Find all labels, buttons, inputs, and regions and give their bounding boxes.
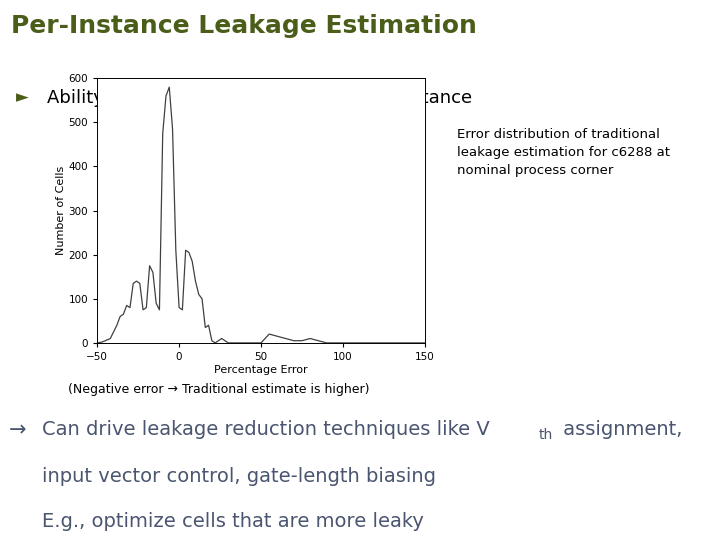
Text: assignment,: assignment, xyxy=(557,421,682,440)
Y-axis label: Number of Cells: Number of Cells xyxy=(55,166,66,255)
Text: →: → xyxy=(9,421,26,441)
Text: (Negative error → Traditional estimate is higher): (Negative error → Traditional estimate i… xyxy=(68,383,370,396)
X-axis label: Percentage Error: Percentage Error xyxy=(214,364,308,375)
Text: Can drive leakage reduction techniques like V: Can drive leakage reduction techniques l… xyxy=(42,421,490,440)
Text: Error distribution of traditional
leakage estimation for c6288 at
nominal proces: Error distribution of traditional leakag… xyxy=(457,127,670,177)
Text: Per-Instance Leakage Estimation: Per-Instance Leakage Estimation xyxy=(11,14,477,37)
Text: ►: ► xyxy=(16,89,29,106)
Text: input vector control, gate-length biasing: input vector control, gate-length biasin… xyxy=(42,467,436,487)
Text: E.g., optimize cells that are more leaky: E.g., optimize cells that are more leaky xyxy=(42,512,423,531)
Text: th: th xyxy=(539,428,553,442)
Text: Ability to predict leakage for each cell instance: Ability to predict leakage for each cell… xyxy=(47,89,472,106)
